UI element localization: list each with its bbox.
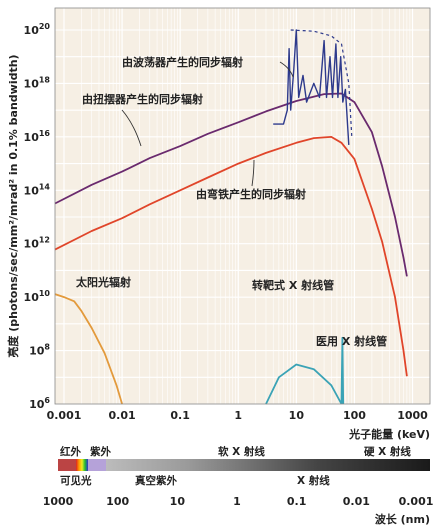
infrared-band xyxy=(58,459,76,471)
label-ultraviolet: 紫外 xyxy=(90,445,111,458)
x-tick-label: 100 xyxy=(343,409,366,422)
label-hard-xray: 硬 X 射线 xyxy=(364,445,411,458)
annotation-arrows xyxy=(121,61,294,187)
annotation-sunlight: 太阳光辐射 xyxy=(75,275,131,289)
annotations: 由波荡器产生的同步辐射 由扭摆器产生的同步辐射 由弯铁产生的同步辐射 太阳光辐射… xyxy=(75,55,387,348)
label-visible: 可见光 xyxy=(60,474,92,487)
series-undulator-envelope xyxy=(290,29,353,137)
x-tick-label: 0.1 xyxy=(170,409,190,422)
y-tick-label: 1014 xyxy=(24,182,51,197)
x-axis-label: 光子能量 (keV) xyxy=(348,427,430,441)
y-tick-label: 1020 xyxy=(24,22,51,37)
visible-band xyxy=(76,459,88,471)
x-tick-label: 1000 xyxy=(397,409,428,422)
wavelength-tick-label: 0.001 xyxy=(399,495,434,508)
series-bending-magnet xyxy=(54,136,408,377)
wavelength-tick-label: 0.01 xyxy=(343,495,370,508)
spectrum-gradient-bar xyxy=(58,459,430,471)
ultraviolet-band xyxy=(88,459,106,471)
label-infrared: 红外 xyxy=(60,445,81,458)
y-tick-label: 108 xyxy=(29,343,50,358)
x-tick-label: 1 xyxy=(234,409,242,422)
annotation-rotating-anode: 转靶式 X 射线管 xyxy=(252,278,334,292)
y-tick-label: 1018 xyxy=(24,75,51,90)
wavelength-tick-labels: 1000 100 10 1 0.1 0.01 0.001 xyxy=(43,495,434,508)
series-layer xyxy=(54,29,408,405)
series-wiggler xyxy=(54,92,408,277)
spectrum-bar xyxy=(58,459,430,471)
label-soft-xray: 软 X 射线 xyxy=(218,445,265,458)
wavelength-axis-label: 波长 (nm) xyxy=(375,512,430,526)
x-tick-labels: 0.001 0.01 0.1 1 10 100 1000 xyxy=(47,409,429,422)
annotation-bending-magnet: 由弯铁产生的同步辐射 xyxy=(196,187,306,201)
y-tick-label: 106 xyxy=(29,396,50,411)
y-axis-label: 亮度 (photons/sec/mm²/mrad² in 0.1% bandwi… xyxy=(6,54,20,357)
wavelength-tick-label: 10 xyxy=(170,495,186,508)
spectrum-labels: 红外 紫外 软 X 射线 硬 X 射线 可见光 真空紫外 X 射线 xyxy=(60,445,411,487)
series-sunlight xyxy=(54,293,123,405)
y-tick-label: 1016 xyxy=(24,129,51,144)
wavelength-tick-label: 100 xyxy=(106,495,129,508)
x-tick-label: 0.001 xyxy=(47,409,82,422)
annotation-undulator: 由波荡器产生的同步辐射 xyxy=(122,55,243,69)
x-tick-label: 10 xyxy=(289,409,305,422)
x-tick-label: 0.01 xyxy=(109,409,136,422)
annotation-wiggler: 由扭摆器产生的同步辐射 xyxy=(82,92,203,106)
series-rotating-anode-tube xyxy=(265,363,343,405)
y-tick-labels: 106 108 1010 1012 1014 1016 1018 1020 xyxy=(24,22,51,411)
y-tick-label: 1010 xyxy=(24,289,51,304)
grid-lines xyxy=(55,8,431,405)
plot-area xyxy=(55,8,430,404)
plot-frame xyxy=(54,7,431,405)
wavelength-tick-label: 1000 xyxy=(43,495,74,508)
series-undulator xyxy=(273,29,350,145)
y-tick-label: 1012 xyxy=(24,236,50,251)
wavelength-tick-label: 1 xyxy=(233,495,241,508)
annotation-medical-tube: 医用 X 射线管 xyxy=(316,334,387,348)
label-vacuum-uv: 真空紫外 xyxy=(135,474,177,487)
wavelength-tick-label: 0.1 xyxy=(287,495,307,508)
label-xray: X 射线 xyxy=(297,474,330,487)
series-medical-tube xyxy=(340,336,345,405)
